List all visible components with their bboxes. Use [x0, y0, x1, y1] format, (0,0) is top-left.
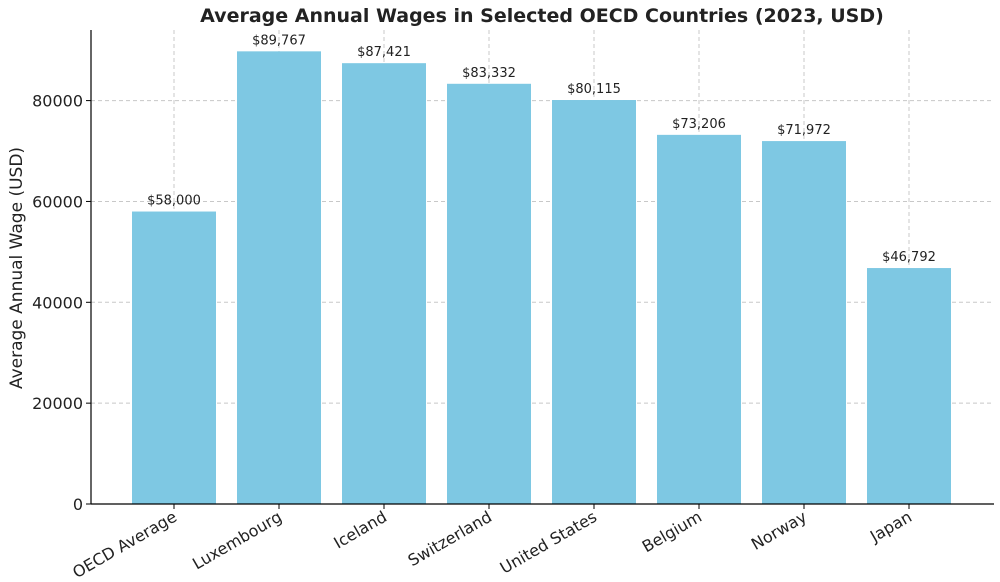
data-label: $89,767 — [252, 33, 306, 48]
y-tick-label: 0 — [73, 495, 83, 514]
bar — [342, 63, 426, 504]
x-tick-label: OECD Average — [69, 507, 180, 582]
x-tick-label: Norway — [748, 507, 810, 554]
x-ticks-layer: OECD Average Luxembourg Iceland Switzerland… — [69, 504, 915, 582]
bar — [237, 51, 321, 505]
y-tick-label: 20000 — [32, 394, 83, 413]
y-tick-label: 60000 — [32, 192, 83, 211]
bar — [447, 83, 531, 505]
x-tick-label: Belgium — [639, 507, 705, 556]
bar — [657, 134, 741, 504]
data-label: $73,206 — [672, 117, 726, 132]
grid-layer — [91, 30, 994, 504]
axes-layer — [90, 30, 994, 505]
y-ticks-layer: 0 20000 40000 60000 80000 — [32, 92, 91, 514]
data-label: $71,972 — [777, 123, 831, 138]
bar — [132, 211, 216, 504]
y-axis-label: Average Annual Wage (USD) — [7, 147, 27, 389]
bar — [762, 141, 846, 504]
x-tick-label: Luxembourg — [189, 507, 285, 573]
data-label: $87,421 — [357, 45, 411, 60]
bar — [552, 100, 636, 504]
chart-title: Average Annual Wages in Selected OECD Co… — [200, 5, 884, 27]
data-labels-layer: $58,000 $89,767 $87,421 $83,332 $80,115 $73,2… — [147, 33, 936, 265]
data-label: $80,115 — [567, 82, 621, 97]
x-tick-label: Japan — [866, 507, 915, 546]
bar — [867, 268, 951, 504]
data-label: $83,332 — [462, 66, 516, 81]
x-tick-label: United States — [497, 507, 600, 578]
data-label: $46,792 — [882, 250, 936, 265]
data-label: $58,000 — [147, 194, 201, 209]
bars-layer — [132, 51, 951, 505]
y-tick-label: 80000 — [32, 92, 83, 111]
x-tick-label: Switzerland — [405, 507, 495, 570]
y-tick-label: 40000 — [32, 293, 83, 312]
x-tick-label: Iceland — [330, 507, 390, 552]
